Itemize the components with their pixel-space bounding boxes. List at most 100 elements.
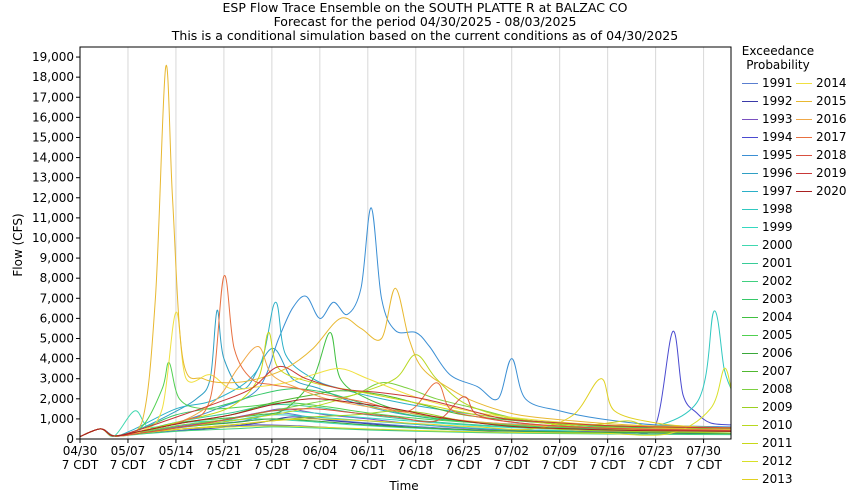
- axes: [76, 46, 732, 443]
- legend-item-1992: 1992: [742, 92, 793, 110]
- x-tick-label-time: 7 CDT: [110, 458, 147, 472]
- legend-item-2006: 2006: [742, 344, 793, 362]
- x-tick-label-time: 7 CDT: [302, 458, 339, 472]
- legend-label: 2004: [762, 310, 793, 324]
- y-tick-label: 1,000: [40, 412, 74, 426]
- legend-item-2005: 2005: [742, 326, 793, 344]
- legend-label: 2009: [762, 400, 793, 414]
- legend-label: 2003: [762, 292, 793, 306]
- y-axis-title: Flow (CFS): [11, 213, 25, 276]
- legend-swatch: [742, 137, 758, 138]
- legend-item-2015: 2015: [796, 92, 847, 110]
- legend-swatch: [742, 335, 758, 336]
- legend-item-2008: 2008: [742, 380, 793, 398]
- legend-label: 1996: [762, 166, 793, 180]
- legend-item-1994: 1994: [742, 128, 793, 146]
- legend-label: 1995: [762, 148, 793, 162]
- y-tick-label: 6,000: [40, 311, 74, 325]
- series-line-2020: [80, 398, 731, 438]
- legend-item-2018: 2018: [796, 146, 847, 164]
- series-line-2018: [80, 396, 731, 438]
- y-tick-label: 3,000: [40, 372, 74, 386]
- legend-swatch: [742, 281, 758, 282]
- legend: Exceedance Probability 1991 1992 1993 1994 1…: [736, 44, 850, 486]
- legend-swatch: [796, 155, 812, 156]
- y-tick-labels: 0 1,000 2,000 3,000 4,000 5,000 6,000 7,000 8,00…: [32, 50, 74, 446]
- y-tick-label: 2,000: [40, 392, 74, 406]
- y-tick-label: 12,000: [32, 191, 74, 205]
- legend-label: 2013: [762, 472, 793, 486]
- legend-swatch: [742, 83, 758, 84]
- x-tick-label: 07/09: [542, 444, 577, 458]
- legend-label: 1997: [762, 184, 793, 198]
- x-tick-label: 05/21: [207, 444, 242, 458]
- legend-label: 2018: [816, 148, 847, 162]
- legend-label: 1993: [762, 112, 793, 126]
- legend-swatch: [796, 191, 812, 192]
- legend-item-2016: 2016: [796, 110, 847, 128]
- legend-label: 1998: [762, 202, 793, 216]
- x-tick-label: 06/18: [398, 444, 433, 458]
- x-tick-label-time: 7 CDT: [158, 458, 195, 472]
- x-tick-label-time: 7 CDT: [350, 458, 387, 472]
- y-tick-label: 8,000: [40, 271, 74, 285]
- x-tick-label-time: 7 CDT: [206, 458, 243, 472]
- legend-label: 2005: [762, 328, 793, 342]
- x-tick-label: 05/07: [111, 444, 146, 458]
- legend-swatch: [796, 83, 812, 84]
- series-line-2015: [80, 64, 731, 438]
- legend-label: 2016: [816, 112, 847, 126]
- legend-label: 2010: [762, 418, 793, 432]
- legend-item-2003: 2003: [742, 290, 793, 308]
- legend-item-2009: 2009: [742, 398, 793, 416]
- legend-swatch: [742, 317, 758, 318]
- legend-item-1999: 1999: [742, 218, 793, 236]
- legend-item-1993: 1993: [742, 110, 793, 128]
- x-tick-label-time: 7 CDT: [637, 458, 674, 472]
- legend-label: 1991: [762, 76, 793, 90]
- x-tick-label: 06/04: [303, 444, 338, 458]
- legend-swatch: [742, 245, 758, 246]
- legend-label: 2006: [762, 346, 793, 360]
- y-tick-label: 16,000: [32, 110, 74, 124]
- legend-item-2010: 2010: [742, 416, 793, 434]
- x-tick-label-time: 7 CDT: [254, 458, 291, 472]
- legend-label: 2007: [762, 364, 793, 378]
- legend-item-2019: 2019: [796, 164, 847, 182]
- legend-label: 2020: [816, 184, 847, 198]
- legend-item-1991: 1991: [742, 74, 793, 92]
- legend-title-line-1: Exceedance: [741, 44, 815, 58]
- legend-item-2011: 2011: [742, 434, 793, 452]
- y-tick-label: 7,000: [40, 291, 74, 305]
- x-tick-label: 07/16: [590, 444, 625, 458]
- legend-label: 2012: [762, 454, 793, 468]
- legend-swatch: [742, 227, 758, 228]
- x-tick-label: 07/30: [686, 444, 721, 458]
- legend-swatch: [796, 119, 812, 120]
- x-tick-label: 07/02: [494, 444, 529, 458]
- legend-swatch: [742, 155, 758, 156]
- chart-subtitle-condition: This is a conditional simulation based o…: [171, 28, 679, 43]
- legend-swatch: [742, 101, 758, 102]
- legend-title-line-2: Probability: [746, 58, 810, 72]
- legend-item-2013: 2013: [742, 470, 793, 488]
- legend-item-2007: 2007: [742, 362, 793, 380]
- legend-item-2012: 2012: [742, 452, 793, 470]
- legend-label: 2017: [816, 130, 847, 144]
- legend-label: 2011: [762, 436, 793, 450]
- legend-label: 2000: [762, 238, 793, 252]
- x-tick-label: 04/30: [63, 444, 98, 458]
- legend-item-2004: 2004: [742, 308, 793, 326]
- x-tick-label-time: 7 CDT: [589, 458, 626, 472]
- series-line-2014: [80, 311, 731, 438]
- chart-subtitle-period: Forecast for the period 04/30/2025 - 08/…: [273, 14, 577, 29]
- legend-title: Exceedance Probability: [736, 44, 820, 72]
- legend-swatch: [742, 425, 758, 426]
- x-tick-label-time: 7 CDT: [685, 458, 722, 472]
- legend-swatch: [742, 173, 758, 174]
- legend-label: 2014: [816, 76, 847, 90]
- legend-label: 1999: [762, 220, 793, 234]
- legend-item-1997: 1997: [742, 182, 793, 200]
- x-tick-label-time: 7 CDT: [494, 458, 531, 472]
- y-tick-label: 19,000: [32, 50, 74, 64]
